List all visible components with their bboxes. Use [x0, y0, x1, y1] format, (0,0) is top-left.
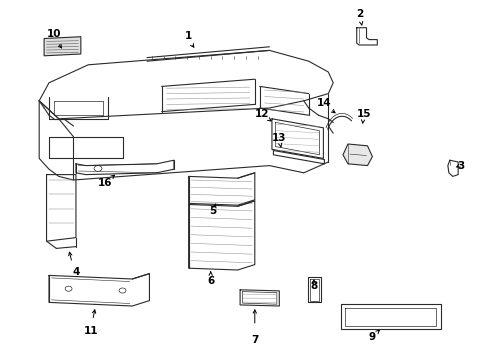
Polygon shape — [44, 37, 81, 56]
Text: 4: 4 — [72, 267, 80, 277]
Text: 14: 14 — [317, 98, 332, 108]
Text: 12: 12 — [255, 109, 270, 120]
Text: 15: 15 — [356, 109, 371, 119]
Polygon shape — [343, 144, 372, 166]
Text: 9: 9 — [369, 332, 376, 342]
Text: 10: 10 — [47, 29, 61, 39]
Text: 6: 6 — [207, 276, 214, 286]
Text: 7: 7 — [251, 335, 259, 345]
Text: 8: 8 — [310, 281, 317, 291]
Text: 11: 11 — [83, 326, 98, 336]
Text: 16: 16 — [98, 178, 113, 188]
Text: 2: 2 — [357, 9, 364, 19]
Text: 5: 5 — [210, 206, 217, 216]
Text: 3: 3 — [457, 161, 464, 171]
Text: 1: 1 — [185, 31, 192, 41]
Text: 13: 13 — [272, 133, 287, 143]
